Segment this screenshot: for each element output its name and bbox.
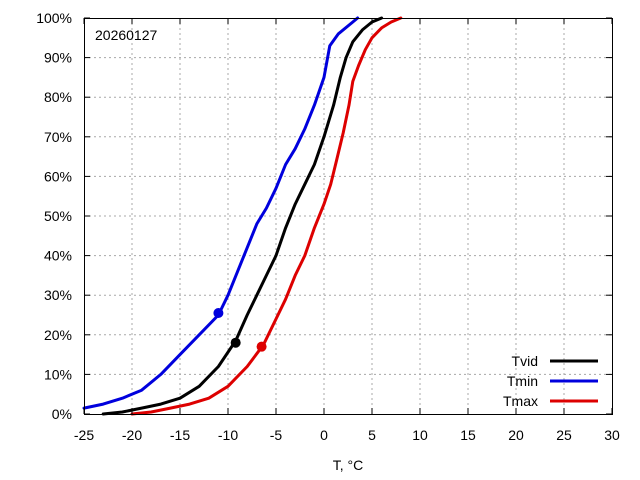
x-tick-label: 15 [460, 427, 476, 443]
x-tick-label: -20 [122, 427, 142, 443]
series-line-tvid [101, 16, 384, 416]
legend-label-tmin: Tmin [507, 373, 538, 389]
series-marker-tmax [256, 341, 267, 352]
y-tick-label: 50% [44, 208, 72, 224]
series-line-tmax [130, 16, 403, 416]
y-tick-label: 10% [44, 366, 72, 382]
legend: Tvid Tmin Tmax [503, 353, 598, 409]
y-tick-label: 30% [44, 287, 72, 303]
series-marker-tvid [230, 337, 241, 348]
x-axis-label: T, °C [333, 457, 364, 473]
x-tick-label: 5 [368, 427, 376, 443]
y-tick-label: 80% [44, 89, 72, 105]
legend-label-tvid: Tvid [512, 353, 538, 369]
y-tick-label: 90% [44, 50, 72, 66]
y-tick-label: 70% [44, 129, 72, 145]
y-axis-ticks: 0% 10% 20% 30% 40% 50% 60% 70% 80% 90% 100% [36, 10, 612, 422]
y-tick-label: 0% [52, 406, 72, 422]
x-tick-label: 20 [508, 427, 524, 443]
x-tick-label: -25 [74, 427, 94, 443]
x-tick-label: 10 [412, 427, 428, 443]
y-tick-label: 60% [44, 168, 72, 184]
x-tick-label: -10 [218, 427, 238, 443]
x-tick-label: -5 [270, 427, 283, 443]
series-layer [82, 16, 403, 416]
x-tick-label: 25 [556, 427, 572, 443]
legend-label-tmax: Tmax [503, 393, 538, 409]
x-tick-label: -15 [170, 427, 190, 443]
series-line-tmin [82, 16, 360, 410]
x-axis-ticks: -25 -20 -15 -10 -5 0 5 10 15 20 25 30 [74, 18, 620, 443]
y-tick-label: 40% [44, 248, 72, 264]
date-annotation: 20260127 [95, 27, 158, 43]
series-marker-tmin [213, 308, 224, 319]
y-tick-label: 100% [36, 10, 72, 26]
x-tick-label: 30 [604, 427, 620, 443]
y-tick-label: 20% [44, 327, 72, 343]
x-tick-label: 0 [320, 427, 328, 443]
grid [84, 18, 612, 414]
